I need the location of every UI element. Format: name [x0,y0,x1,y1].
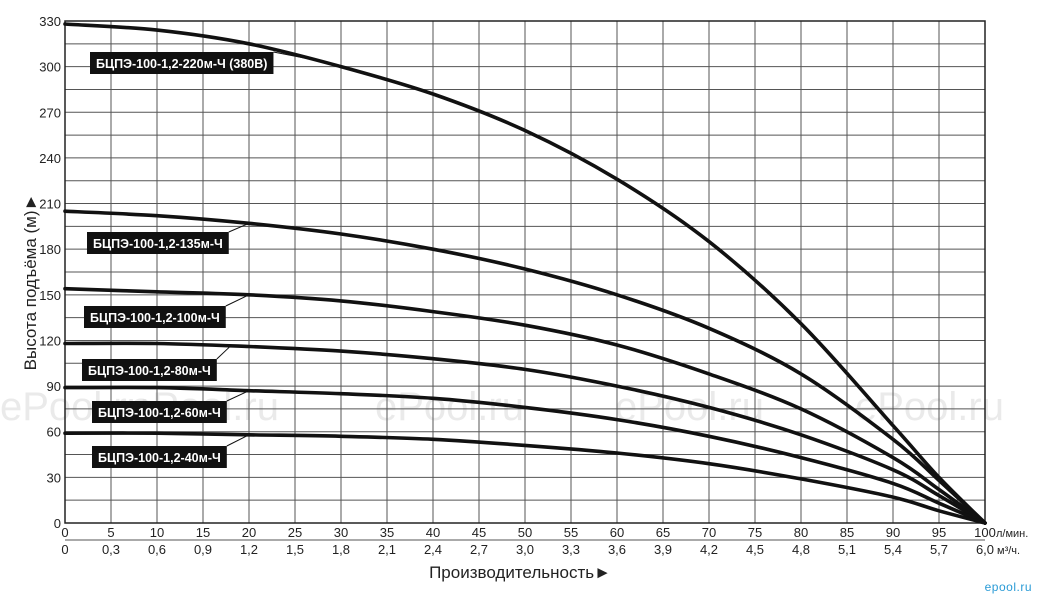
y-tick-label: 0 [54,516,61,531]
x-tick-label: 95 [932,525,946,540]
y-axis-title: Высота подъёма (м)► [21,194,40,371]
x2-tick-label: 0,6 [148,542,166,557]
x2-tick-label: 3,0 [516,542,534,557]
x-tick-label: 15 [196,525,210,540]
x-axis-title: Производительность► [429,563,611,582]
x-tick-label: 55 [564,525,578,540]
x-tick-label: 35 [380,525,394,540]
watermark-text: ePool.ru [855,385,1004,429]
y-tick-label: 180 [39,242,61,257]
x2-tick-label: 6,0 [976,542,994,557]
y-tick-label: 300 [39,60,61,75]
series-leader-5 [226,390,250,402]
x-tick-label: 60 [610,525,624,540]
x2-tick-label: 2,1 [378,542,396,557]
x2-tick-label: 2,4 [424,542,442,557]
series-label-box-4 [82,359,217,381]
x-tick-label: 50 [518,525,532,540]
series-label-box-6 [92,446,227,468]
x-tick-label: 100 [974,525,996,540]
series-label-1: БЦПЭ-100-1,2-220м-Ч (380В) [96,57,267,71]
y-tick-label: 90 [47,379,61,394]
x2-tick-label: 2,7 [470,542,488,557]
series-label-2: БЦПЭ-100-1,2-135м-Ч [93,237,223,251]
series-leader-3 [225,294,250,307]
series-label-4: БЦПЭ-100-1,2-80м-Ч [88,364,211,378]
x2-tick-label: 4,8 [792,542,810,557]
site-logo: epool.ru [984,580,1032,594]
x2-tick-label: 1,5 [286,542,304,557]
x2-tick-label: 4,2 [700,542,718,557]
x2-tick-label: 0,9 [194,542,212,557]
x-tick-label: 80 [794,525,808,540]
series-label-3: БЦПЭ-100-1,2-100м-Ч [90,311,220,325]
watermark-text: ePool.ru [375,385,524,429]
series-label-box-2 [87,232,229,254]
y-tick-label: 150 [39,288,61,303]
x-tick-label: 85 [840,525,854,540]
series-label-box-5 [92,401,227,423]
x-tick-label: 5 [107,525,114,540]
series-line-6 [63,431,987,525]
y-tick-label: 330 [39,14,61,29]
series-line-1 [63,22,987,525]
x-tick-label: 40 [426,525,440,540]
y-tick-label: 240 [39,151,61,166]
x2-tick-label: 1,2 [240,542,258,557]
x2-tick-label: 3,3 [562,542,580,557]
x2-tick-label: 5,1 [838,542,856,557]
x2-tick-label: 3,9 [654,542,672,557]
curves [63,22,987,525]
x-tick-label: 45 [472,525,486,540]
x2-tick-label: 1,8 [332,542,350,557]
y-tick-label: 270 [39,105,61,120]
x-tick-label: 90 [886,525,900,540]
series-line-5 [63,385,987,525]
series-line-3 [63,286,987,525]
x-tick-label: 0 [61,525,68,540]
x2-tick-label: 3,6 [608,542,626,557]
tick-labels: 03060901201501802102402703003300050,3100… [39,14,1028,557]
curve-labels: БЦПЭ-100-1,2-220м-Ч (380В) БЦПЭ-100-1,2-1… [82,51,314,468]
x-tick-label: 65 [656,525,670,540]
x-tick-label: 10 [150,525,164,540]
series-line-4 [63,341,987,525]
x-tick-label: 25 [288,525,302,540]
x-tick-label: 30 [334,525,348,540]
x-unit-label: л/мин. [996,528,1028,540]
series-leader-4 [216,345,231,360]
series-label-box-3 [84,306,226,328]
series-label-box-1 [90,52,274,74]
x2-tick-label: 0 [61,542,68,557]
x-tick-label: 20 [242,525,256,540]
series-label-5: БЦПЭ-100-1,2-60м-Ч [98,406,221,420]
plot-frame [64,20,986,524]
series-line-2 [63,209,987,525]
x2-tick-label: 0,3 [102,542,120,557]
x2-tick-label: 4,5 [746,542,764,557]
y-tick-label: 210 [39,197,61,212]
series-leader-2 [228,222,250,233]
x-tick-label: 75 [748,525,762,540]
series-leader-1 [273,51,314,61]
x-tick-label: 70 [702,525,716,540]
series-leader-6 [226,434,250,447]
x2-unit-label: м³/ч. [997,545,1020,557]
y-tick-label: 30 [47,470,61,485]
y-tick-label: 60 [47,425,61,440]
x2-tick-label: 5,4 [884,542,902,557]
x2-tick-label: 5,7 [930,542,948,557]
series-label-6: БЦПЭ-100-1,2-40м-Ч [98,451,221,465]
y-tick-label: 120 [39,333,61,348]
